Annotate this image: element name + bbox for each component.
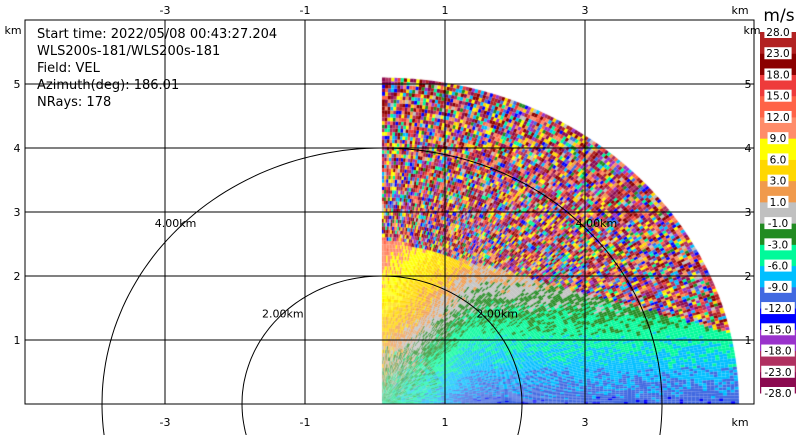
range-ring-label-left: 4.00km [155, 217, 197, 230]
range-ring-label-right: 2.00km [476, 307, 518, 320]
colorbar-tick-label: -1.0 [768, 218, 789, 230]
colorbar-label-bg [761, 365, 795, 378]
colorbar-label-bg [761, 302, 795, 315]
nrays-text: NRays: 178 [37, 95, 111, 110]
y-tick-label-right: 1 [745, 334, 752, 347]
x-tick-label-bottom: 1 [442, 416, 449, 429]
colorbar-tick-label: -15.0 [764, 324, 791, 336]
colorbar-tick-label: -28.0 [764, 388, 791, 400]
colorbar-label-bg [764, 26, 792, 38]
colorbar-tick-label: 1.0 [770, 197, 787, 209]
x-tick-label-bottom: -1 [300, 416, 311, 429]
colorbar-tick-label: 12.0 [766, 112, 789, 124]
colorbar-label-bg [767, 153, 789, 166]
colorbar-tick-label: 23.0 [766, 48, 789, 60]
colorbar-tick-label: -6.0 [768, 261, 789, 273]
y-tick-label-left: 5 [14, 78, 21, 91]
y-tick-label-right: 5 [745, 78, 752, 91]
start-time-text: Start time: 2022/05/08 00:43:27.204 [37, 27, 277, 42]
azimuth-text: Azimuth(deg): 186.01 [37, 78, 179, 93]
x-unit-label-bottom: km [731, 416, 748, 429]
colorbar-label-bg [764, 68, 792, 81]
colorbar-tick-label: 28.0 [766, 27, 789, 39]
colorbar-tick-label: 9.0 [770, 133, 787, 145]
colorbar-label-bg [764, 110, 792, 123]
y-unit-label-left: km [4, 24, 21, 37]
colorbar-label-bg [764, 259, 792, 272]
field-text: Field: VEL [37, 61, 101, 76]
plot-frame [24, 19, 755, 405]
x-tick-label-bottom: 3 [582, 416, 589, 429]
range-ring [241, 275, 523, 435]
colorbar-label-bg [764, 217, 792, 230]
colorbar-label-bg [767, 132, 789, 145]
instrument-text: WLS200s-181/WLS200s-181 [37, 44, 220, 59]
colorbar-label-bg [764, 280, 792, 293]
colorbar-tick-label: 15.0 [766, 91, 789, 103]
colorbar-label-bg [764, 47, 792, 60]
colorbar-label-bg [761, 344, 795, 357]
y-tick-label-right: 2 [745, 270, 752, 283]
x-tick-label-top: 1 [442, 4, 449, 17]
range-rings: 2.00km 2.00km 4.00km 4.00km [101, 147, 663, 435]
colorbar-label-bg [764, 238, 792, 251]
y-tick-label-left: 3 [14, 206, 21, 219]
y-unit-label-right: km [743, 24, 760, 37]
colorbar-tick-label: -12.0 [764, 303, 791, 315]
range-ring [101, 147, 663, 435]
x-unit-label-top: km [731, 4, 748, 17]
y-tick-label-right: 4 [745, 142, 752, 155]
x-tick-label-top: -1 [300, 4, 311, 17]
y-tick-label-left: 1 [14, 334, 21, 347]
y-tick-label-right: 3 [745, 206, 752, 219]
colorbar: m/s -28.0 -23.0 -18.0 -15.0 -12.0 -9.0 -6.0 -3.… [760, 6, 796, 400]
x-tick-label-top: 3 [582, 4, 589, 17]
colorbar-tick-label: 18.0 [766, 69, 789, 81]
x-tick-label-bottom: -3 [160, 416, 171, 429]
info-block: Start time: 2022/05/08 00:43:27.204 WLS2… [37, 27, 277, 110]
colorbar-tick-label: -9.0 [768, 282, 789, 294]
colorbar-label-bg [761, 323, 795, 336]
colorbar-tick-label: -18.0 [764, 346, 791, 358]
axis-ticks: -3 -3 -1 -1 1 1 3 3 5 5 4 4 3 3 2 2 1 1 km km km km [4, 4, 760, 429]
x-tick-label-top: -3 [160, 4, 171, 17]
colorbar-unit: m/s [763, 6, 794, 26]
colorbar-label-bg [764, 89, 792, 102]
range-ring-label-right: 4.00km [576, 217, 618, 230]
colorbar-tick-label: 3.0 [770, 176, 787, 188]
colorbar-label-bg [767, 195, 789, 208]
colorbar-label-bg [761, 387, 795, 399]
colorbar-label-bg [767, 174, 789, 187]
range-ring-label-left: 2.00km [262, 307, 304, 320]
y-tick-label-left: 4 [14, 142, 21, 155]
colorbar-tick-label: -23.0 [764, 367, 791, 379]
colorbar-tick-label: 6.0 [770, 154, 787, 166]
y-tick-label-left: 2 [14, 270, 21, 283]
colorbar-tick-label: -3.0 [768, 239, 789, 251]
